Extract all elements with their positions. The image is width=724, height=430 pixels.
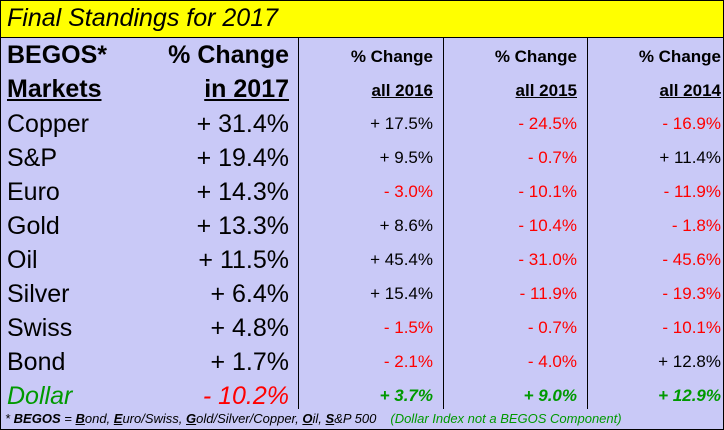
change-2017: + 4.8% <box>210 314 289 342</box>
change-2016: + 9.5% <box>379 148 433 167</box>
change-2015: - 11.9% <box>519 284 577 303</box>
change-2016: - 3.0% <box>383 182 433 201</box>
table-row: Copper + 31.4% + 17.5% - 24.5% - 16.9% <box>1 107 723 141</box>
table-row: Oil + 11.5% + 45.4% - 31.0% - 45.6% <box>1 243 723 277</box>
table-row: Euro + 14.3% - 3.0% - 10.1% - 11.9% <box>1 175 723 209</box>
change-2015: + 9.0% <box>523 386 577 405</box>
change-2014: - 19.3% <box>662 284 721 303</box>
change-2015: - 0.7% <box>527 148 577 167</box>
change-2015: - 31.0% <box>518 250 577 269</box>
change-2014: - 11.9% <box>663 182 721 201</box>
change-2017: + 6.4% <box>210 280 289 308</box>
header-2015-line1: % Change <box>494 47 577 66</box>
market-name: Copper <box>7 110 89 138</box>
change-2014: + 12.9% <box>658 386 721 405</box>
change-2014: - 1.8% <box>671 216 721 235</box>
change-2015: - 0.7% <box>527 318 577 337</box>
change-2017: + 31.4% <box>196 110 289 138</box>
footnote: * BEGOS = Bond, Euro/Swiss, Gold/Silver/… <box>5 411 622 426</box>
table-row: Swiss + 4.8% - 1.5% - 0.7% - 10.1% <box>1 311 723 345</box>
change-2016: + 8.6% <box>379 216 433 235</box>
header-2016-line1: % Change <box>350 47 433 66</box>
change-2014: + 11.4% <box>659 148 721 167</box>
change-2017: + 1.7% <box>210 348 289 376</box>
header-2014-line2: all 2014 <box>659 81 721 100</box>
header-markets-line2: Markets <box>7 75 102 103</box>
change-2014: - 10.1% <box>662 318 721 337</box>
column-divider <box>298 38 299 409</box>
change-2016: + 15.4% <box>370 284 433 303</box>
change-2017: + 19.4% <box>196 144 289 172</box>
change-2016: + 17.5% <box>370 114 433 133</box>
table-row: Gold + 13.3% + 8.6% - 10.4% - 1.8% <box>1 209 723 243</box>
table-row: Bond + 1.7% - 2.1% - 4.0% + 12.8% <box>1 345 723 379</box>
change-2014: + 12.8% <box>658 352 721 371</box>
change-2016: - 2.1% <box>383 352 433 371</box>
change-2015: - 10.1% <box>518 182 577 201</box>
change-2016: + 3.7% <box>379 386 433 405</box>
market-name: Bond <box>7 348 66 376</box>
footnote-note: (Dollar Index not a BEGOS Component) <box>390 411 622 426</box>
market-name: S&P <box>7 144 58 172</box>
table-title: Final Standings for 2017 <box>7 4 279 32</box>
change-2014: - 45.6% <box>662 250 721 269</box>
change-2015: - 10.4% <box>518 216 577 235</box>
market-name: Dollar <box>7 382 73 410</box>
change-2014: - 16.9% <box>662 114 721 133</box>
market-name: Euro <box>7 178 60 206</box>
change-2016: + 45.4% <box>370 250 433 269</box>
table-row: Silver + 6.4% + 15.4% - 11.9% - 19.3% <box>1 277 723 311</box>
change-2015: - 24.5% <box>518 114 577 133</box>
change-2015: - 4.0% <box>527 352 577 371</box>
column-divider <box>443 38 444 409</box>
header-markets-line1: BEGOS* <box>7 41 108 69</box>
change-2017: - 10.2% <box>202 382 289 410</box>
market-name: Oil <box>7 246 38 274</box>
change-2017: + 13.3% <box>196 212 289 240</box>
change-2017: + 11.5% <box>198 246 289 274</box>
market-name: Swiss <box>7 314 73 342</box>
header-2014-line1: % Change <box>638 47 721 66</box>
header-2017-line2: in 2017 <box>204 75 289 103</box>
change-2017: + 14.3% <box>196 178 289 206</box>
market-name: Gold <box>7 212 60 240</box>
title-bar: Final Standings for 2017 <box>1 1 723 38</box>
header-2015-line2: all 2015 <box>515 81 577 100</box>
table-row: Dollar - 10.2% + 3.7% + 9.0% + 12.9% <box>1 379 723 413</box>
table-row: S&P + 19.4% + 9.5% - 0.7% + 11.4% <box>1 141 723 175</box>
header-2017-line1: % Change <box>168 41 289 69</box>
header-2016-line2: all 2016 <box>371 81 433 100</box>
column-divider <box>587 38 588 409</box>
market-name: Silver <box>7 280 70 308</box>
change-2016: - 1.5% <box>383 318 433 337</box>
